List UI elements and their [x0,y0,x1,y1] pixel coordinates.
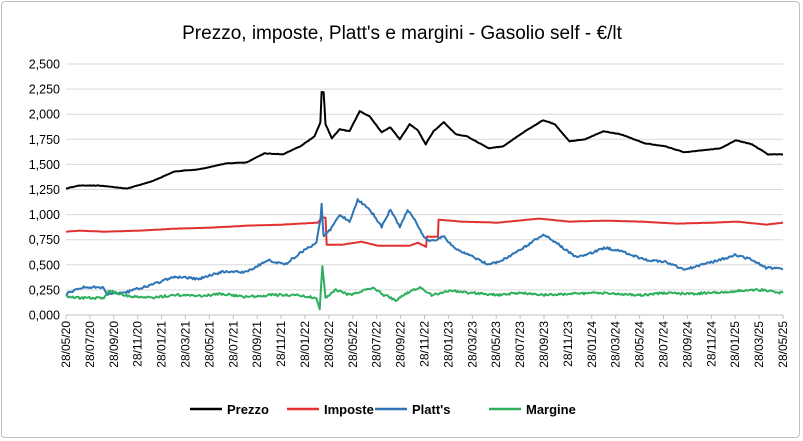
y-tick-label: 1,750 [29,133,60,147]
x-tick-label: 28/09/24 [680,321,694,368]
x-tick-label: 28/07/20 [83,321,97,368]
x-tick-label: 28/01/22 [298,321,312,368]
x-tick-label: 28/07/24 [657,321,671,368]
legend-label: Platt's [412,402,451,417]
x-tick-label: 28/11/22 [418,321,432,367]
x-tick-label: 28/01/23 [441,321,455,368]
x-tick-label: 28/09/21 [250,321,264,368]
y-tick-label: 0,250 [29,283,60,297]
y-tick-label: 2,000 [29,108,60,122]
y-tick-label: 1,500 [29,158,60,172]
x-tick-label: 28/05/20 [59,321,73,368]
x-tick-label: 28/09/22 [394,321,408,368]
x-tick-label: 28/11/24 [704,321,718,367]
x-tick-label: 28/05/21 [202,321,216,368]
x-tick-label: 28/11/21 [274,321,288,367]
series-line-imposte [65,216,784,248]
legend: Prezzo Imposte Platt's Margine [190,402,576,417]
x-tick-label: 28/03/22 [322,321,336,368]
series-line-platts [65,198,784,296]
x-axis-ticks: 28/05/20 28/07/20 28/09/20 28/11/20 28/01/21… [59,315,790,368]
y-tick-label: 1,250 [29,183,60,197]
x-tick-label: 28/03/24 [609,321,623,368]
x-tick-label: 28/01/21 [155,321,169,368]
x-tick-label: 28/11/23 [561,321,575,367]
y-tick-label: 1,000 [29,208,60,222]
y-tick-label: 0,000 [29,309,60,323]
x-tick-label: 28/01/24 [585,321,599,368]
legend-label: Imposte [324,402,374,417]
series-line-margine [65,265,784,311]
y-tick-label: 0,500 [29,258,60,272]
chart-title: Prezzo, imposte, Platt's e margini - Gas… [182,23,622,44]
series-group [65,91,784,311]
grid [66,63,783,291]
x-tick-label: 28/03/21 [179,321,193,368]
x-tick-label: 28/03/25 [752,321,766,368]
x-tick-label: 28/05/23 [489,321,503,368]
y-tick-label: 0,750 [29,233,60,247]
x-tick-label: 28/05/22 [346,321,360,368]
y-tick-label: 2,250 [29,83,60,97]
y-tick-label: 2,500 [29,58,60,72]
x-tick-label: 28/09/23 [537,321,551,368]
x-tick-label: 28/03/23 [465,321,479,368]
x-tick-label: 28/09/20 [107,321,121,368]
legend-label: Prezzo [227,402,269,417]
y-axis-ticks: 0,000 0,250 0,500 0,750 1,000 1,250 1,500 1,750… [29,58,60,323]
x-tick-label: 28/01/25 [728,321,742,368]
x-tick-label: 28/11/20 [131,321,145,367]
x-tick-label: 28/05/25 [776,321,790,368]
x-tick-label: 28/07/21 [226,321,240,368]
x-tick-label: 28/07/23 [513,321,527,368]
series-line-prezzo [65,91,784,190]
legend-label: Margine [526,402,576,417]
x-tick-label: 28/05/24 [633,321,647,368]
x-tick-label: 28/07/22 [370,321,384,368]
